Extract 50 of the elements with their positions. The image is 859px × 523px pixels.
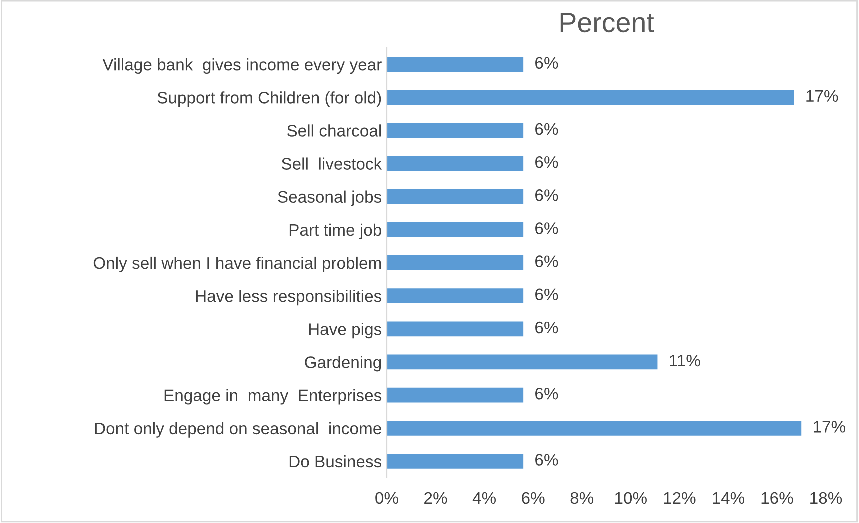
data-label: 6% bbox=[536, 322, 558, 334]
bar bbox=[387, 354, 658, 370]
data-label: 6% bbox=[536, 256, 558, 268]
data-label: 11% bbox=[670, 354, 700, 367]
data-label: 6% bbox=[536, 454, 558, 466]
y-tick-label: Only sell when I have financial problem bbox=[94, 256, 382, 272]
x-tick-label: 8% bbox=[570, 492, 594, 504]
bar bbox=[387, 156, 524, 172]
data-label: 6% bbox=[536, 222, 558, 234]
bar bbox=[387, 288, 524, 304]
x-tick-label: 10% bbox=[615, 492, 647, 504]
bar bbox=[387, 90, 794, 106]
data-label: 17% bbox=[806, 90, 838, 102]
bar bbox=[387, 420, 802, 436]
data-label: 6% bbox=[536, 388, 558, 400]
data-label: 6% bbox=[536, 190, 558, 202]
x-tick-label: 18% bbox=[810, 492, 842, 504]
data-label: 6% bbox=[536, 123, 558, 136]
y-tick-label: Have less responsibilities bbox=[196, 290, 382, 306]
bar bbox=[387, 57, 524, 72]
y-tick-label: Do Business bbox=[290, 455, 382, 468]
y-tick-label: Sell livestock bbox=[282, 158, 382, 170]
x-tick-label: 4% bbox=[472, 492, 496, 504]
y-tick-label: Sell charcoal bbox=[287, 124, 382, 137]
y-tick-label: Support from Children (for old) bbox=[158, 92, 382, 108]
y-tick-label: Part time job bbox=[290, 224, 382, 240]
bar bbox=[387, 454, 524, 469]
x-tick-label: 6% bbox=[522, 492, 545, 504]
y-tick-label: Seasonal jobs bbox=[278, 190, 382, 206]
data-label: 6% bbox=[536, 288, 558, 301]
data-label: 6% bbox=[536, 156, 558, 168]
chart-title: Percent bbox=[560, 13, 654, 33]
y-tick-label: Village bank gives income every year bbox=[102, 58, 382, 74]
x-tick-label: 14% bbox=[713, 492, 745, 504]
x-tick-label: 12% bbox=[664, 492, 696, 504]
y-tick-label: Engage in many Enterprises bbox=[164, 389, 382, 405]
bar bbox=[387, 222, 524, 238]
bar bbox=[387, 322, 524, 337]
y-tick-label: Gardening bbox=[305, 356, 382, 372]
x-tick-label: 16% bbox=[762, 492, 794, 504]
y-tick-label: Have pigs bbox=[309, 323, 382, 339]
bar bbox=[387, 388, 524, 403]
bar bbox=[387, 123, 524, 138]
data-label: 17% bbox=[814, 421, 846, 433]
bar bbox=[387, 189, 524, 204]
data-label: 6% bbox=[536, 57, 558, 70]
x-tick-label: 2% bbox=[424, 492, 448, 504]
y-tick-label: Dont only depend on seasonal income bbox=[95, 422, 382, 438]
bar bbox=[387, 256, 524, 270]
x-tick-label: 0% bbox=[376, 492, 398, 504]
